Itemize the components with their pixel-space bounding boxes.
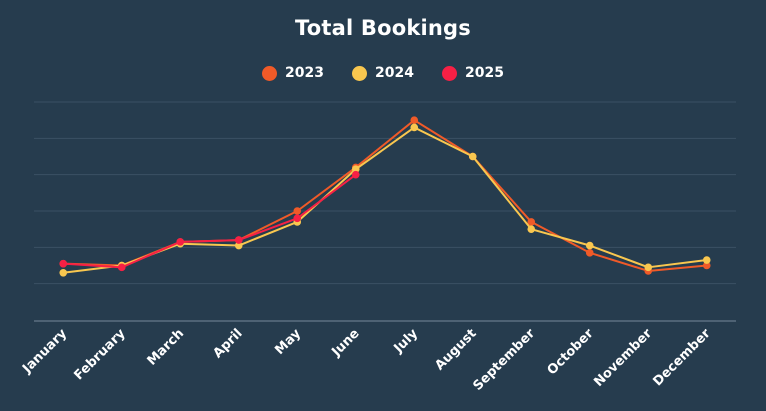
x-tick-label: October	[545, 326, 597, 378]
data-point-2023[interactable]	[293, 207, 302, 215]
legend-label-2024: 2024	[375, 65, 414, 81]
data-point-2023[interactable]	[585, 248, 594, 257]
x-tick-label: June	[329, 326, 363, 360]
series-2025	[59, 170, 360, 272]
data-point-2024[interactable]	[410, 123, 419, 132]
chart-legend: 2023 2024 2025	[0, 63, 766, 83]
chart-title: Total Bookings	[295, 16, 471, 40]
series-layer	[59, 116, 711, 277]
data-point-2023[interactable]	[527, 218, 536, 226]
data-point-2024[interactable]	[468, 152, 477, 161]
x-tick-label: August	[432, 326, 479, 373]
data-point-2025[interactable]	[351, 170, 360, 179]
legend-label-2023: 2023	[285, 65, 325, 81]
legend-label-2025: 2025	[464, 65, 504, 81]
data-point-2025[interactable]	[176, 238, 185, 246]
x-tick-label: May	[272, 326, 304, 358]
data-point-2025[interactable]	[59, 259, 68, 268]
x-tick-label: February	[71, 326, 129, 384]
series-line-2024	[63, 126, 707, 274]
x-tick-label: July	[391, 326, 422, 357]
data-point-2023[interactable]	[702, 261, 711, 270]
x-tick-label: December	[650, 326, 713, 389]
legend-swatch-2024	[352, 65, 368, 81]
x-axis: January February March April May June July Augu…	[19, 320, 736, 394]
series-2024	[59, 123, 711, 277]
legend-item-2023[interactable]: 2023	[262, 63, 324, 83]
data-point-2024[interactable]	[702, 256, 711, 264]
x-tick-label: January	[19, 326, 70, 377]
gridlines	[34, 101, 736, 285]
x-tick-label: November	[591, 326, 655, 390]
data-point-2024[interactable]	[527, 225, 536, 233]
data-point-2024[interactable]	[59, 268, 68, 277]
data-point-2025[interactable]	[293, 214, 302, 223]
legend-item-2024[interactable]: 2024	[352, 63, 414, 83]
x-tick-label: March	[145, 326, 187, 368]
data-point-2024[interactable]	[234, 241, 243, 250]
data-point-2025[interactable]	[234, 236, 243, 244]
data-point-2024[interactable]	[585, 241, 594, 250]
legend-swatch-2025	[441, 65, 457, 81]
series-line-2025	[63, 173, 357, 269]
legend-swatch-2023	[262, 65, 278, 81]
x-tick-label: September	[470, 326, 538, 394]
data-point-2024[interactable]	[351, 165, 360, 174]
series-line-2023	[63, 119, 707, 272]
legend-item-2025[interactable]: 2025	[441, 63, 504, 83]
data-point-2023[interactable]	[410, 116, 419, 124]
data-point-2025[interactable]	[117, 263, 126, 272]
data-point-2024[interactable]	[644, 263, 653, 272]
x-tick-label: April	[210, 326, 245, 361]
